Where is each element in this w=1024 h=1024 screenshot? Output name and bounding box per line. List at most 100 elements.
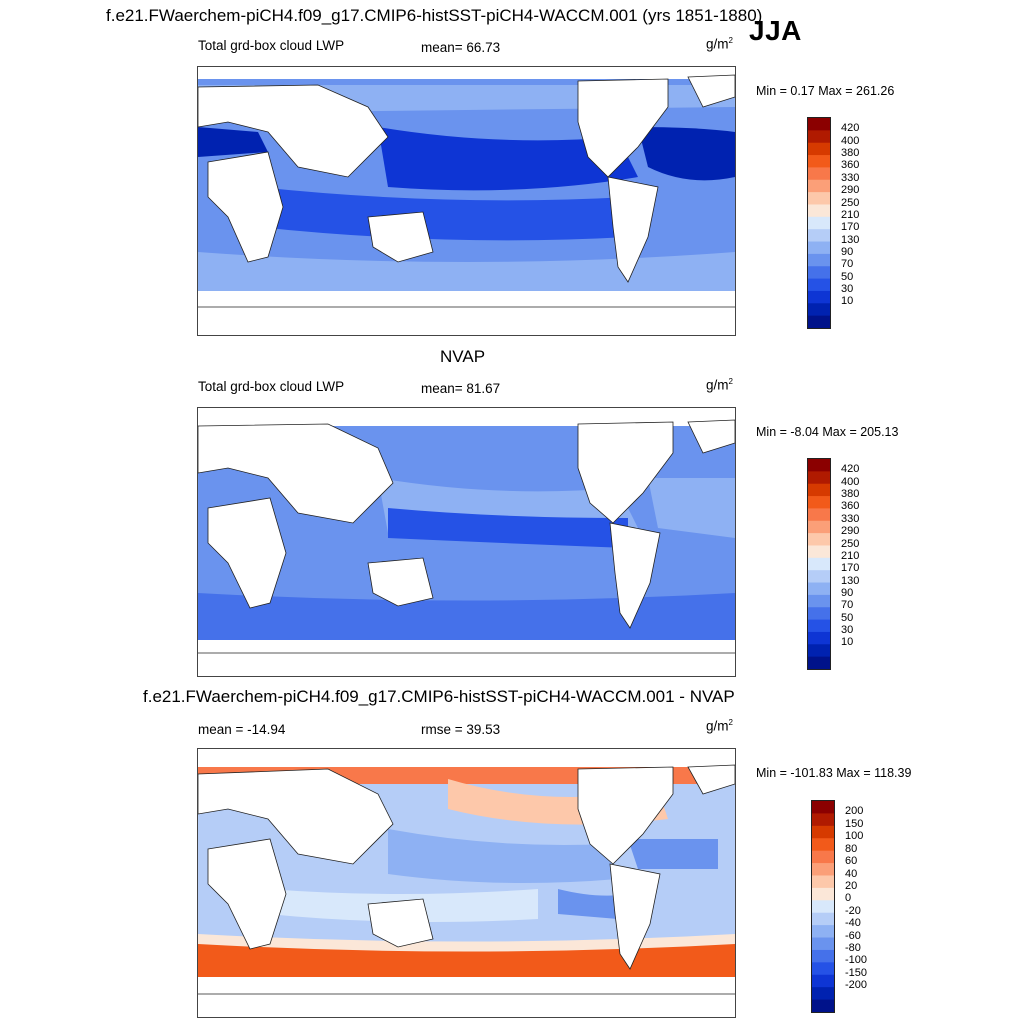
colorbar-swatch — [808, 545, 830, 559]
colorbar-tick-label: 290 — [841, 184, 860, 197]
colorbar-swatch — [808, 471, 830, 485]
colorbar-tick-label: 200 — [845, 805, 864, 818]
colorbar-tick-label: 30 — [841, 282, 854, 295]
colorbar-tick-label: 90 — [841, 586, 854, 599]
colorbar-tick-label: 330 — [841, 171, 860, 184]
colorbar-swatch — [812, 887, 834, 901]
colorbar-tick-label: 210 — [841, 549, 860, 562]
panel3-map-svg — [198, 749, 735, 1017]
colorbar-tick-label: 250 — [841, 537, 860, 550]
colorbar-tick-label: 380 — [841, 147, 860, 160]
colorbar-swatch — [808, 192, 830, 205]
colorbar-swatch — [812, 949, 834, 963]
colorbar-swatch — [808, 315, 830, 328]
panel2-mean-label: mean= 81.67 — [421, 381, 501, 396]
panel1-mean-label: mean= 66.73 — [421, 40, 501, 55]
panel1-units: g/m2 — [706, 36, 733, 52]
panel1-colorbar — [807, 117, 831, 329]
colorbar-swatch — [812, 850, 834, 864]
colorbar-tick-label: -100 — [845, 954, 868, 967]
colorbar-swatch — [808, 557, 830, 571]
colorbar-swatch — [808, 508, 830, 522]
colorbar-swatch — [808, 179, 830, 193]
colorbar-tick-label: 250 — [841, 196, 860, 209]
panel3-minmax: Min = -101.83 Max = 118.39 — [756, 766, 912, 780]
colorbar-swatch — [812, 925, 834, 939]
colorbar-tick-label: -200 — [845, 979, 868, 992]
colorbar-swatch — [808, 204, 830, 218]
panel2-land — [198, 419, 735, 654]
colorbar-swatch — [812, 999, 834, 1012]
colorbar-tick-label: 60 — [845, 855, 858, 868]
colorbar-swatch — [808, 607, 830, 621]
panel3-title: f.e21.FWaerchem-piCH4.f09_g17.CMIP6-hist… — [143, 687, 735, 706]
panel1-map — [197, 66, 736, 336]
colorbar-tick-label: 210 — [841, 208, 860, 221]
colorbar-swatch — [808, 459, 830, 472]
colorbar-swatch — [808, 570, 830, 584]
colorbar-tick-label: 50 — [841, 270, 854, 283]
season-label: JJA — [749, 15, 802, 46]
colorbar-tick-label: 10 — [841, 295, 854, 308]
colorbar-tick-label: 130 — [841, 574, 860, 587]
panel3-rmse-label: rmse = 39.53 — [421, 722, 501, 737]
panel2-units: g/m2 — [706, 377, 733, 393]
colorbar-swatch — [808, 142, 830, 156]
panel1-colorbar-svg — [808, 118, 830, 328]
colorbar-swatch — [808, 130, 830, 144]
panel1-map-svg — [198, 67, 735, 335]
colorbar-tick-label: 400 — [841, 134, 860, 147]
colorbar-swatch — [808, 216, 830, 230]
colorbar-swatch — [808, 155, 830, 168]
colorbar-swatch — [808, 290, 830, 304]
panel2-title: NVAP — [440, 347, 486, 366]
panel2-variable-label: Total grd-box cloud LWP — [198, 379, 345, 394]
colorbar-tick-label: 10 — [841, 636, 854, 649]
colorbar-swatch — [812, 813, 834, 827]
colorbar-tick-label: 150 — [845, 817, 864, 830]
colorbar-swatch — [808, 644, 830, 658]
colorbar-tick-label: 170 — [841, 221, 860, 234]
colorbar-swatch — [812, 863, 834, 876]
colorbar-tick-label: 30 — [841, 623, 854, 636]
colorbar-tick-label: 420 — [841, 463, 860, 476]
colorbar-tick-label: 50 — [841, 611, 854, 624]
panel2-minmax: Min = -8.04 Max = 205.13 — [756, 425, 899, 439]
panel3-map — [197, 748, 736, 1018]
colorbar-swatch — [812, 987, 834, 1001]
colorbar-swatch — [812, 912, 834, 926]
colorbar-tick-label: 100 — [845, 830, 864, 843]
panel2-colorbar — [807, 458, 831, 670]
colorbar-tick-label: 420 — [841, 122, 860, 135]
colorbar-swatch — [808, 118, 830, 131]
panel1-variable-label: Total grd-box cloud LWP — [198, 38, 345, 53]
colorbar-swatch — [808, 656, 830, 669]
panel3-mean-label: mean = -14.94 — [198, 722, 286, 737]
colorbar-tick-label: 70 — [841, 599, 854, 612]
colorbar-swatch — [808, 241, 830, 255]
colorbar-tick-label: 170 — [841, 562, 860, 575]
colorbar-swatch — [808, 253, 830, 267]
colorbar-swatch — [808, 266, 830, 280]
colorbar-swatch — [812, 801, 834, 814]
colorbar-tick-label: 290 — [841, 525, 860, 538]
colorbar-swatch — [812, 900, 834, 914]
colorbar-swatch — [808, 619, 830, 633]
colorbar-swatch — [808, 520, 830, 534]
colorbar-swatch — [808, 303, 830, 317]
panel2-map-svg — [198, 408, 735, 676]
panel3-colorbar-svg — [812, 801, 834, 1012]
colorbar-tick-label: -20 — [845, 904, 861, 917]
colorbar-tick-label: 0 — [845, 892, 852, 905]
panel3-colorbar — [811, 800, 835, 1013]
case-title: f.e21.FWaerchem-piCH4.f09_g17.CMIP6-hist… — [106, 6, 763, 25]
colorbar-swatch — [808, 631, 830, 645]
colorbar-tick-label: 90 — [841, 245, 854, 258]
colorbar-tick-label: 70 — [841, 258, 854, 271]
colorbar-swatch — [812, 937, 834, 951]
colorbar-swatch — [812, 838, 834, 852]
colorbar-tick-label: 40 — [845, 867, 858, 880]
colorbar-swatch — [808, 582, 830, 596]
colorbar-swatch — [808, 594, 830, 608]
colorbar-tick-label: 360 — [841, 500, 860, 513]
